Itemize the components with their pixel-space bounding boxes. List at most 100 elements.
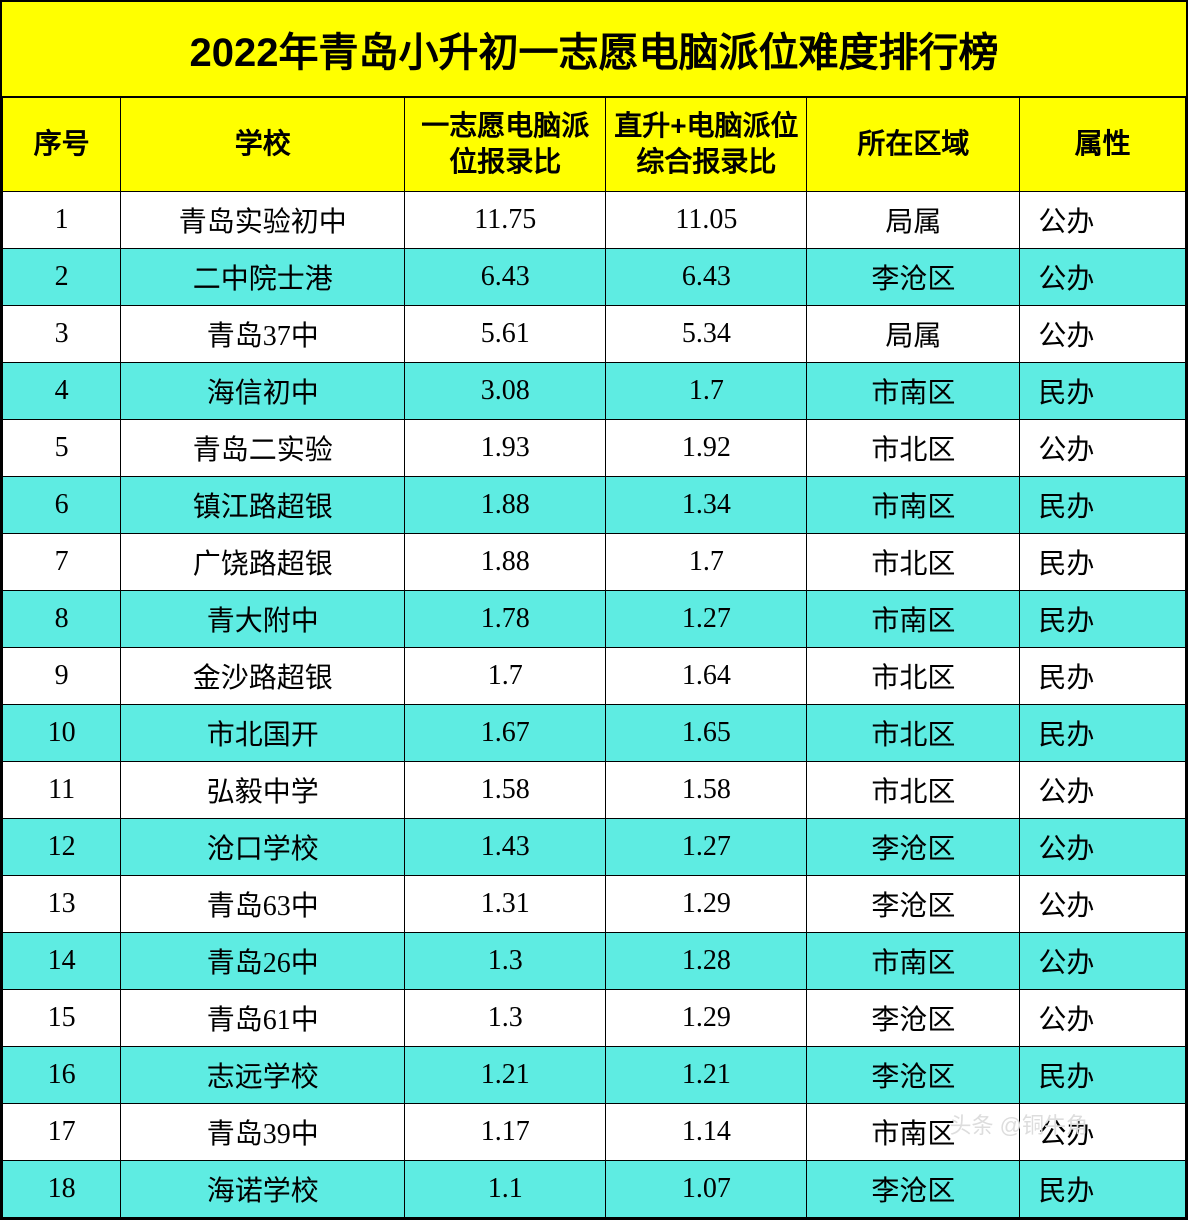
cell-ratio2: 1.29 bbox=[606, 989, 807, 1046]
cell-index: 7 bbox=[3, 533, 121, 590]
table-row: 14青岛26中1.31.28市南区公办 bbox=[3, 932, 1186, 989]
cell-type: 公办 bbox=[1020, 191, 1186, 248]
cell-ratio2: 1.58 bbox=[606, 761, 807, 818]
cell-area: 李沧区 bbox=[807, 248, 1020, 305]
cell-ratio1: 1.7 bbox=[405, 647, 606, 704]
cell-ratio2: 1.14 bbox=[606, 1103, 807, 1160]
cell-ratio1: 1.3 bbox=[405, 932, 606, 989]
cell-index: 8 bbox=[3, 590, 121, 647]
cell-school: 二中院士港 bbox=[121, 248, 405, 305]
cell-type: 民办 bbox=[1020, 533, 1186, 590]
cell-type: 公办 bbox=[1020, 932, 1186, 989]
table-row: 5青岛二实验1.931.92市北区公办 bbox=[3, 419, 1186, 476]
cell-ratio2: 1.27 bbox=[606, 818, 807, 875]
table-row: 17青岛39中1.171.14市南区公办 bbox=[3, 1103, 1186, 1160]
cell-school: 青岛39中 bbox=[121, 1103, 405, 1160]
cell-area: 市南区 bbox=[807, 476, 1020, 533]
ranking-table-container: 2022年青岛小升初一志愿电脑派位难度排行榜 序号 学校 一志愿电脑派位报录比 … bbox=[0, 0, 1188, 1220]
cell-ratio1: 6.43 bbox=[405, 248, 606, 305]
cell-index: 14 bbox=[3, 932, 121, 989]
cell-ratio1: 1.21 bbox=[405, 1046, 606, 1103]
table-row: 4海信初中3.081.7市南区民办 bbox=[3, 362, 1186, 419]
cell-ratio1: 3.08 bbox=[405, 362, 606, 419]
cell-school: 青岛37中 bbox=[121, 305, 405, 362]
table-row: 10市北国开1.671.65市北区民办 bbox=[3, 704, 1186, 761]
cell-type: 公办 bbox=[1020, 305, 1186, 362]
cell-school: 青岛二实验 bbox=[121, 419, 405, 476]
cell-school: 海诺学校 bbox=[121, 1160, 405, 1217]
cell-type: 民办 bbox=[1020, 362, 1186, 419]
table-row: 7广饶路超银1.881.7市北区民办 bbox=[3, 533, 1186, 590]
table-row: 9金沙路超银1.71.64市北区民办 bbox=[3, 647, 1186, 704]
cell-area: 李沧区 bbox=[807, 1046, 1020, 1103]
cell-ratio1: 1.17 bbox=[405, 1103, 606, 1160]
cell-area: 市南区 bbox=[807, 362, 1020, 419]
cell-ratio1: 1.3 bbox=[405, 989, 606, 1046]
cell-area: 市南区 bbox=[807, 1103, 1020, 1160]
cell-ratio1: 1.88 bbox=[405, 476, 606, 533]
cell-type: 公办 bbox=[1020, 875, 1186, 932]
table-row: 13青岛63中1.311.29李沧区公办 bbox=[3, 875, 1186, 932]
table-row: 11弘毅中学1.581.58市北区公办 bbox=[3, 761, 1186, 818]
cell-area: 市北区 bbox=[807, 704, 1020, 761]
table-body: 1青岛实验初中11.7511.05局属公办2二中院士港6.436.43李沧区公办… bbox=[3, 191, 1186, 1217]
table-row: 8青大附中1.781.27市南区民办 bbox=[3, 590, 1186, 647]
cell-index: 9 bbox=[3, 647, 121, 704]
cell-area: 李沧区 bbox=[807, 989, 1020, 1046]
cell-school: 青岛26中 bbox=[121, 932, 405, 989]
cell-ratio2: 1.27 bbox=[606, 590, 807, 647]
header-school: 学校 bbox=[121, 98, 405, 192]
cell-ratio2: 1.21 bbox=[606, 1046, 807, 1103]
cell-ratio1: 5.61 bbox=[405, 305, 606, 362]
cell-type: 民办 bbox=[1020, 1046, 1186, 1103]
cell-ratio2: 6.43 bbox=[606, 248, 807, 305]
cell-ratio2: 1.64 bbox=[606, 647, 807, 704]
cell-type: 民办 bbox=[1020, 704, 1186, 761]
cell-ratio2: 11.05 bbox=[606, 191, 807, 248]
cell-index: 6 bbox=[3, 476, 121, 533]
cell-school: 青岛63中 bbox=[121, 875, 405, 932]
cell-type: 公办 bbox=[1020, 419, 1186, 476]
cell-area: 局属 bbox=[807, 191, 1020, 248]
cell-index: 12 bbox=[3, 818, 121, 875]
cell-type: 公办 bbox=[1020, 989, 1186, 1046]
table-row: 15青岛61中1.31.29李沧区公办 bbox=[3, 989, 1186, 1046]
cell-ratio1: 1.78 bbox=[405, 590, 606, 647]
table-row: 18海诺学校1.11.07李沧区民办 bbox=[3, 1160, 1186, 1217]
cell-type: 公办 bbox=[1020, 248, 1186, 305]
cell-type: 公办 bbox=[1020, 1103, 1186, 1160]
cell-ratio2: 1.28 bbox=[606, 932, 807, 989]
cell-school: 市北国开 bbox=[121, 704, 405, 761]
cell-type: 民办 bbox=[1020, 1160, 1186, 1217]
cell-school: 志远学校 bbox=[121, 1046, 405, 1103]
cell-ratio2: 1.65 bbox=[606, 704, 807, 761]
cell-ratio1: 1.67 bbox=[405, 704, 606, 761]
cell-index: 5 bbox=[3, 419, 121, 476]
cell-area: 李沧区 bbox=[807, 1160, 1020, 1217]
cell-index: 16 bbox=[3, 1046, 121, 1103]
cell-area: 局属 bbox=[807, 305, 1020, 362]
cell-index: 10 bbox=[3, 704, 121, 761]
cell-school: 弘毅中学 bbox=[121, 761, 405, 818]
cell-area: 市南区 bbox=[807, 590, 1020, 647]
cell-index: 11 bbox=[3, 761, 121, 818]
header-ratio1: 一志愿电脑派位报录比 bbox=[405, 98, 606, 192]
cell-school: 沧口学校 bbox=[121, 818, 405, 875]
cell-ratio2: 1.7 bbox=[606, 362, 807, 419]
cell-index: 15 bbox=[3, 989, 121, 1046]
cell-ratio1: 1.1 bbox=[405, 1160, 606, 1217]
cell-ratio2: 1.29 bbox=[606, 875, 807, 932]
table-row: 16志远学校1.211.21李沧区民办 bbox=[3, 1046, 1186, 1103]
cell-ratio2: 1.7 bbox=[606, 533, 807, 590]
cell-area: 市南区 bbox=[807, 932, 1020, 989]
cell-area: 李沧区 bbox=[807, 818, 1020, 875]
cell-index: 1 bbox=[3, 191, 121, 248]
table-title: 2022年青岛小升初一志愿电脑派位难度排行榜 bbox=[2, 2, 1186, 97]
cell-school: 海信初中 bbox=[121, 362, 405, 419]
cell-ratio1: 1.31 bbox=[405, 875, 606, 932]
ranking-table: 序号 学校 一志愿电脑派位报录比 直升+电脑派位综合报录比 所在区域 属性 1青… bbox=[2, 97, 1186, 1218]
cell-school: 金沙路超银 bbox=[121, 647, 405, 704]
header-type: 属性 bbox=[1020, 98, 1186, 192]
cell-ratio2: 1.07 bbox=[606, 1160, 807, 1217]
cell-ratio2: 1.92 bbox=[606, 419, 807, 476]
